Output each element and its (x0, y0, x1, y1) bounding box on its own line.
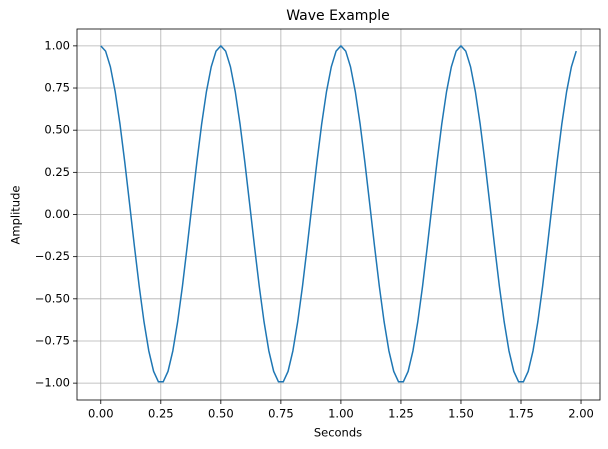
chart-title: Wave Example (286, 8, 390, 24)
y-tick-label: −0.50 (35, 291, 70, 305)
y-tick-label: −0.25 (35, 249, 70, 263)
x-tick-label: 0.25 (148, 407, 174, 421)
plot-frame (76, 28, 601, 401)
y-axis-label: Amplitude (9, 186, 23, 245)
y-tick-label: 0.75 (44, 81, 70, 95)
y-tick-label: −0.75 (35, 333, 70, 347)
y-tick-label: 0.00 (44, 207, 70, 221)
x-tick-label: 1.00 (328, 407, 354, 421)
y-tick-label: 0.50 (44, 123, 70, 137)
x-tick-label: 0.00 (88, 407, 114, 421)
x-tick-label: 1.25 (388, 407, 414, 421)
y-tick-label: 0.25 (44, 165, 70, 179)
x-tick-label: 0.50 (208, 407, 234, 421)
line-series (100, 44, 577, 383)
x-axis-label: Seconds (314, 426, 362, 440)
x-tick-label: 1.75 (508, 407, 534, 421)
y-tick-label: −1.00 (35, 376, 70, 390)
x-tick-label: 1.50 (448, 407, 474, 421)
y-tick-label: 1.00 (44, 38, 70, 52)
x-tick-label: 2.00 (568, 407, 594, 421)
x-tick-label: 0.75 (268, 407, 294, 421)
